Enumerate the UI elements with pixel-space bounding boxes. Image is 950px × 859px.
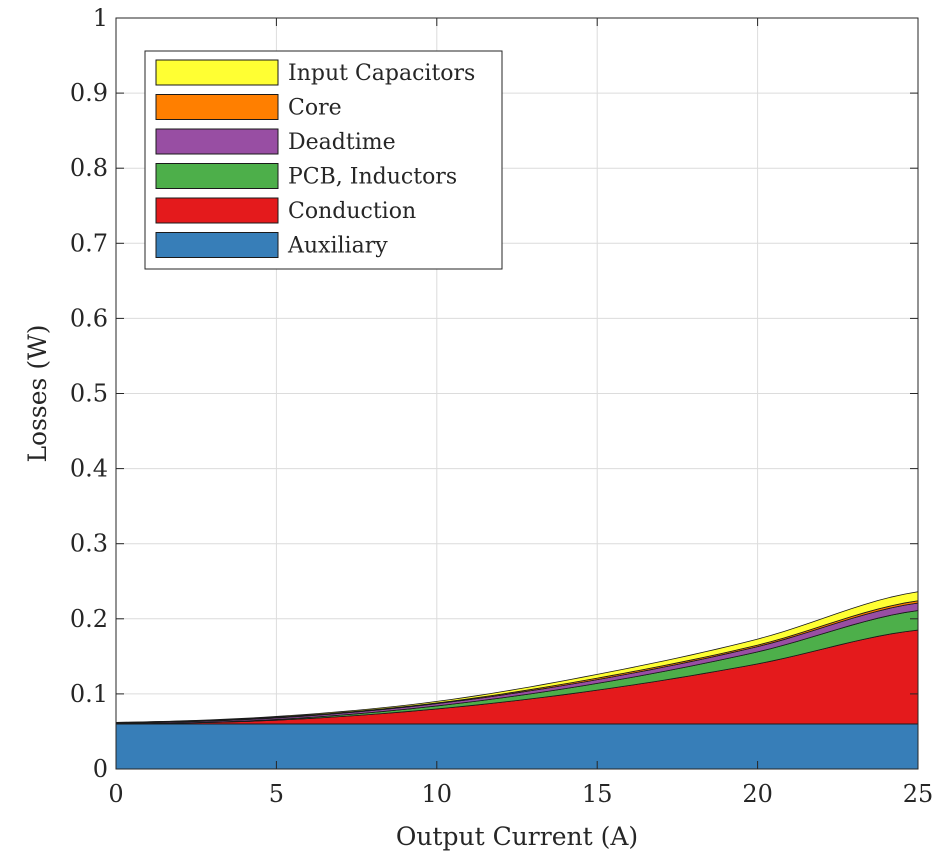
- x-tick-label: 0: [108, 780, 123, 808]
- y-tick-label: 1: [93, 4, 108, 32]
- x-tick-label: 20: [742, 780, 773, 808]
- y-tick-label: 0.9: [70, 79, 108, 107]
- grid: [116, 18, 918, 769]
- x-axis-title: Output Current (A): [396, 822, 638, 851]
- legend-label-auxiliary: Auxiliary: [287, 234, 388, 259]
- y-tick-label: 0.6: [70, 304, 108, 332]
- x-tick-label: 10: [422, 780, 453, 808]
- legend-label-input-capacitors: Input Capacitors: [288, 61, 475, 86]
- legend: Input Capacitors Core Deadtime PCB, Inducto…: [144, 50, 503, 270]
- legend-label-core: Core: [288, 96, 342, 121]
- y-tick-labels: 0 0.1 0.2 0.3 0.4 0.5 0.6 0.7 0.8 0.9 1: [70, 4, 108, 783]
- y-axis-title: Losses (W): [23, 324, 52, 462]
- y-tick-label: 0.7: [70, 229, 108, 257]
- x-tick-labels: 0 5 10 15 20 25: [108, 780, 933, 808]
- legend-label-deadtime: Deadtime: [288, 130, 396, 155]
- y-tick-label: 0: [93, 755, 108, 783]
- y-tick-label: 0.5: [70, 380, 108, 408]
- y-tick-label: 0.8: [70, 154, 108, 182]
- legend-label-conduction: Conduction: [288, 199, 416, 224]
- x-tick-label: 5: [269, 780, 284, 808]
- area-auxiliary: [115, 723, 919, 770]
- legend-label-pcb-inductors: PCB, Inductors: [288, 165, 457, 190]
- x-tick-label: 25: [903, 780, 934, 808]
- legend-swatch-pcb-inductors: [155, 163, 279, 189]
- y-tick-label: 0.3: [70, 530, 108, 558]
- y-tick-label: 0.1: [70, 680, 108, 708]
- x-tick-label: 15: [582, 780, 613, 808]
- y-tick-label: 0.4: [70, 455, 108, 483]
- legend-swatch-conduction: [155, 197, 279, 224]
- axis-ticks: [115, 17, 919, 770]
- y-tick-label: 0.2: [70, 605, 108, 633]
- legend-swatch-auxiliary: [155, 232, 279, 258]
- legend-swatch-input-capacitors: [155, 59, 279, 86]
- legend-swatch-deadtime: [155, 128, 279, 155]
- legend-swatch-core: [155, 94, 279, 120]
